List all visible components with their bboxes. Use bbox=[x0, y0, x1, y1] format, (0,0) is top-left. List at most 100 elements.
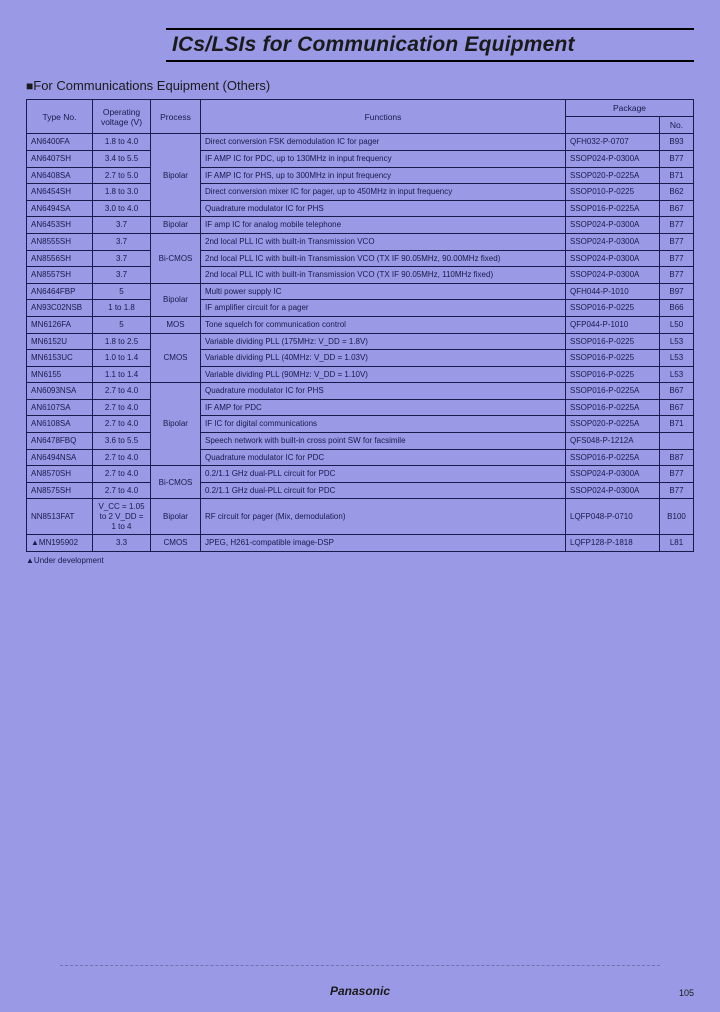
th-pkg-blank bbox=[566, 117, 660, 134]
cell-no: B97 bbox=[660, 283, 694, 300]
table-row: NN8513FATV_CC = 1.05 to 2 V_DD = 1 to 4B… bbox=[27, 499, 694, 535]
cell-function: IF AMP IC for PHS, up to 300MHz in input… bbox=[201, 167, 566, 184]
cell-typeno: AN8556SH bbox=[27, 250, 93, 267]
cell-package: SSOP020-P-0225A bbox=[566, 167, 660, 184]
cell-typeno: MN6153UC bbox=[27, 350, 93, 367]
table-row: AN6454SH1.8 to 3.0Direct conversion mixe… bbox=[27, 184, 694, 201]
cell-function: Multi power supply IC bbox=[201, 283, 566, 300]
table-row: AN8556SH3.7 2nd local PLL IC with built-i… bbox=[27, 250, 694, 267]
cell-typeno: ▲MN195902 bbox=[27, 535, 93, 552]
cell-voltage: 2.7 to 4.0 bbox=[93, 466, 151, 483]
cell-typeno: NN8513FAT bbox=[27, 499, 93, 535]
cell-typeno: AN6407SH bbox=[27, 150, 93, 167]
table-row: AN6408SA2.7 to 5.0IF AMP IC for PHS, up … bbox=[27, 167, 694, 184]
cell-no: B71 bbox=[660, 416, 694, 433]
cell-voltage: 3.7 bbox=[93, 267, 151, 284]
cell-voltage: 3.7 bbox=[93, 250, 151, 267]
th-functions: Functions bbox=[201, 100, 566, 134]
scan-artifact-line bbox=[60, 965, 660, 966]
cell-no: B77 bbox=[660, 150, 694, 167]
cell-function: Quadrature modulator IC for PHS bbox=[201, 200, 566, 217]
cell-function: IF AMP IC for PDC, up to 130MHz in input… bbox=[201, 150, 566, 167]
cell-typeno: AN6454SH bbox=[27, 184, 93, 201]
cell-no: L81 bbox=[660, 535, 694, 552]
table-row: MN6152U1.8 to 2.5CMOSVariable dividing P… bbox=[27, 333, 694, 350]
cell-function: IF amp IC for analog mobile telephone bbox=[201, 217, 566, 234]
cell-voltage: 1.8 to 4.0 bbox=[93, 134, 151, 151]
table-row: ▲MN1959023.3CMOSJPEG, H261-compatible im… bbox=[27, 535, 694, 552]
th-typeno: Type No. bbox=[27, 100, 93, 134]
cell-function: 2nd local PLL IC with built-in Transmiss… bbox=[201, 267, 566, 284]
cell-no: L53 bbox=[660, 366, 694, 383]
table-row: MN6126FA5MOSTone squelch for communicati… bbox=[27, 316, 694, 333]
cell-typeno: AN6464FBP bbox=[27, 283, 93, 300]
cell-typeno: AN6108SA bbox=[27, 416, 93, 433]
cell-package: QFS048-P-1212A bbox=[566, 433, 660, 450]
cell-package: QFH032-P-0707 bbox=[566, 134, 660, 151]
cell-package: SSOP024-P-0300A bbox=[566, 466, 660, 483]
table-row: AN6494SA3.0 to 4.0Quadrature modulator I… bbox=[27, 200, 694, 217]
table-row: AN6093NSA2.7 to 4.0BipolarQuadrature mod… bbox=[27, 383, 694, 400]
cell-process: Bipolar bbox=[151, 499, 201, 535]
cell-voltage: 2.7 to 4.0 bbox=[93, 399, 151, 416]
table-row: AN6400FA1.8 to 4.0BipolarDirect conversi… bbox=[27, 134, 694, 151]
cell-process: MOS bbox=[151, 316, 201, 333]
cell-function: Variable dividing PLL (40MHz: V_DD = 1.0… bbox=[201, 350, 566, 367]
page-title: ICs/LSIs for Communication Equipment bbox=[172, 33, 688, 57]
cell-package: SSOP016-P-0225A bbox=[566, 200, 660, 217]
cell-function: Quadrature modulator IC for PDC bbox=[201, 449, 566, 466]
cell-function: RF circuit for pager (Mix, demodulation) bbox=[201, 499, 566, 535]
cell-process: Bi-CMOS bbox=[151, 466, 201, 499]
cell-voltage: 3.3 bbox=[93, 535, 151, 552]
cell-voltage: 2.7 to 4.0 bbox=[93, 449, 151, 466]
cell-package: SSOP020-P-0225A bbox=[566, 416, 660, 433]
cell-function: Variable dividing PLL (175MHz: V_DD = 1.… bbox=[201, 333, 566, 350]
cell-voltage: 3.4 to 5.5 bbox=[93, 150, 151, 167]
cell-process: Bi-CMOS bbox=[151, 233, 201, 283]
table-row: AN8557SH3.7 2nd local PLL IC with built-i… bbox=[27, 267, 694, 284]
cell-function: 2nd local PLL IC with built-in Transmiss… bbox=[201, 250, 566, 267]
cell-no: B77 bbox=[660, 217, 694, 234]
cell-function: Tone squelch for communication control bbox=[201, 316, 566, 333]
cell-voltage: 1.0 to 1.4 bbox=[93, 350, 151, 367]
cell-typeno: AN8557SH bbox=[27, 267, 93, 284]
cell-package: SSOP016-P-0225 bbox=[566, 300, 660, 317]
table-row: AN93C02NSB1 to 1.8IF amplifier circuit f… bbox=[27, 300, 694, 317]
cell-no: B77 bbox=[660, 267, 694, 284]
cell-no: L53 bbox=[660, 333, 694, 350]
cell-voltage: 5 bbox=[93, 316, 151, 333]
table-row: AN6107SA2.7 to 4.0IF AMP for PDCSSOP016-… bbox=[27, 399, 694, 416]
section-text: For Communications Equipment (Others) bbox=[33, 78, 270, 93]
cell-no: B67 bbox=[660, 383, 694, 400]
cell-no bbox=[660, 433, 694, 450]
cell-package: SSOP010-P-0225 bbox=[566, 184, 660, 201]
cell-voltage: 2.7 to 4.0 bbox=[93, 383, 151, 400]
cell-no: B77 bbox=[660, 233, 694, 250]
cell-no: B62 bbox=[660, 184, 694, 201]
cell-package: QFH044-P-1010 bbox=[566, 283, 660, 300]
section-heading: ■For Communications Equipment (Others) bbox=[26, 78, 694, 93]
cell-package: QFP044-P-1010 bbox=[566, 316, 660, 333]
table-header-row: Type No. Operating voltage (V) Process F… bbox=[27, 100, 694, 117]
cell-typeno: MN6155 bbox=[27, 366, 93, 383]
cell-typeno: MN6126FA bbox=[27, 316, 93, 333]
title-bar: ICs/LSIs for Communication Equipment bbox=[166, 28, 694, 62]
cell-package: SSOP016-P-0225A bbox=[566, 399, 660, 416]
cell-function: IF IC for digital communications bbox=[201, 416, 566, 433]
table-row: AN6464FBP5BipolarMulti power supply ICQF… bbox=[27, 283, 694, 300]
cell-process: Bipolar bbox=[151, 217, 201, 234]
cell-package: SSOP016-P-0225A bbox=[566, 449, 660, 466]
cell-voltage: 1 to 1.8 bbox=[93, 300, 151, 317]
cell-typeno: AN6494NSA bbox=[27, 449, 93, 466]
cell-package: SSOP016-P-0225A bbox=[566, 383, 660, 400]
cell-function: Direct conversion mixer IC for pager, up… bbox=[201, 184, 566, 201]
cell-voltage: V_CC = 1.05 to 2 V_DD = 1 to 4 bbox=[93, 499, 151, 535]
table-row: MN6153UC1.0 to 1.4 Variable dividing PLL … bbox=[27, 350, 694, 367]
cell-process: CMOS bbox=[151, 535, 201, 552]
cell-typeno: AN6093NSA bbox=[27, 383, 93, 400]
table-row: AN8570SH2.7 to 4.0Bi-CMOS0.2/1.1 GHz dua… bbox=[27, 466, 694, 483]
cell-function: IF AMP for PDC bbox=[201, 399, 566, 416]
cell-package: SSOP024-P-0300A bbox=[566, 150, 660, 167]
cell-typeno: AN8570SH bbox=[27, 466, 93, 483]
cell-no: B77 bbox=[660, 250, 694, 267]
